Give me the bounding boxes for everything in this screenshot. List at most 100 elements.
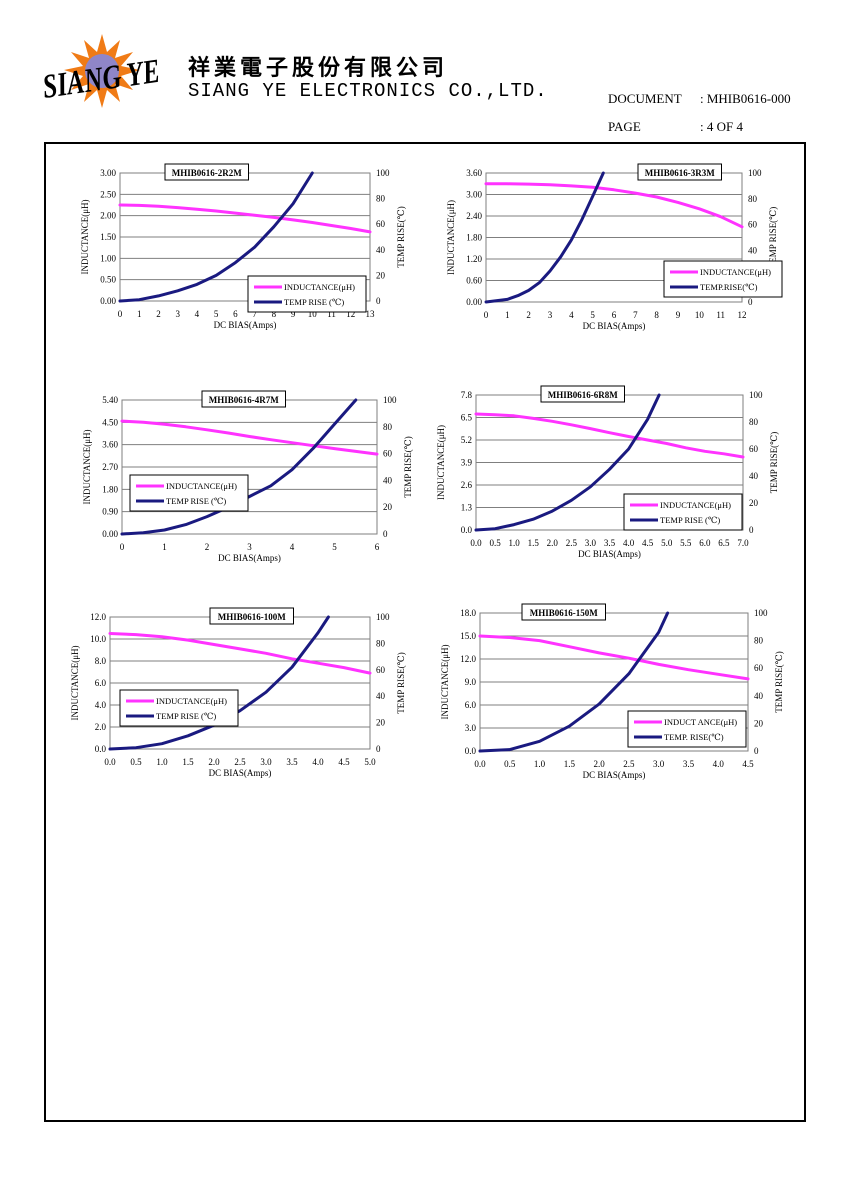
x-tick-label: 1.0 [509,538,521,548]
x-tick-label: 4 [290,542,295,552]
temp-rise-series-line [118,171,314,303]
x-tick-label: 9 [291,309,296,319]
x-tick-label: 1.5 [182,757,194,767]
y2-tick-label: 80 [748,194,758,204]
x-tick-label: 3.5 [604,538,616,548]
y2-tick-label: 100 [376,612,390,622]
legend-label: INDUCTANCE(μH) [284,282,355,292]
x-tick-label: 1 [137,309,142,319]
x-tick-label: 5.5 [680,538,692,548]
x-tick-label: 0 [120,542,125,552]
chart-title: MHIB0616-2R2M [172,168,242,178]
legend-box [627,710,747,748]
x-tick-label: 3.5 [286,757,298,767]
x-tick-label: 2 [156,309,161,319]
x-axis-label: DC BIAS(Amps) [583,321,646,331]
x-tick-label: 0.5 [504,759,516,769]
y2-tick-label: 40 [754,691,764,701]
legend-label: TEMP RISE (℃) [284,297,344,307]
x-tick-label: 1.5 [564,759,576,769]
document-label: DOCUMENT [608,91,682,106]
x-tick-label: 5.0 [661,538,673,548]
y-tick-label: 0.50 [100,275,116,285]
x-tick-label: 6.0 [699,538,711,548]
y2-tick-label: 40 [376,245,386,255]
y-tick-label: 1.20 [466,254,482,264]
y2-tick-label: 40 [749,471,759,481]
y2-tick-label: 60 [748,220,758,230]
x-axis-label: DC BIAS(Amps) [583,770,646,780]
chart-title: MHIB0616-150M [530,608,598,618]
legend-box [247,275,367,313]
y-tick-label: 2.70 [102,462,118,472]
y2-tick-label: 0 [383,529,388,539]
chart-title: MHIB0616-3R3M [645,168,715,178]
x-tick-label: 0.5 [130,757,142,767]
chart-mhib0616-6r8m: 0.0 1.3 2.6 3.9 5.2 6.5 7.8 0 20 40 60 80 100 0.0 0.5 1… [436,385,779,559]
y-tick-label: 1.50 [100,232,116,242]
y-tick-label: 18.0 [460,608,476,618]
y2-tick-label: 100 [376,168,390,178]
y-tick-label: 2.6 [461,480,473,490]
y2-tick-label: 20 [754,718,764,728]
y-tick-label: 1.3 [461,503,473,513]
x-tick-label: 11 [716,310,725,320]
y2-tick-label: 0 [748,297,753,307]
x-axis-label: DC BIAS(Amps) [578,549,641,559]
chart-mhib0616-100m: 0.0 2.0 4.0 6.0 8.0 10.0 12.0 0 20 40 60 80 100 0.0 0.… [70,607,406,778]
y-tick-label: 4.0 [95,700,107,710]
y-tick-label: 10.0 [90,634,106,644]
y2-axis-label: TEMP RISE(℃) [396,206,406,267]
y2-tick-label: 60 [749,444,759,454]
y-tick-label: 2.50 [100,189,116,199]
x-tick-label: 6.5 [718,538,730,548]
y-axis-label: INDUCTANCE(μH) [440,644,450,719]
y2-tick-label: 80 [754,636,764,646]
y-tick-label: 2.0 [95,722,107,732]
temp-rise-series-line [474,393,661,532]
x-tick-label: 0.0 [104,757,116,767]
legend-label: TEMP RISE (℃) [166,496,226,506]
y-tick-label: 0.60 [466,276,482,286]
y-axis-label: INDUCTANCE(μH) [82,429,92,504]
legend-box [623,493,743,531]
document-value: : MHIB0616-000 [700,91,791,106]
y-tick-label: 0.00 [102,529,118,539]
x-tick-label: 6 [612,310,617,320]
legend-label: TEMP.RISE(℃) [700,282,758,292]
y2-tick-label: 0 [754,746,759,756]
x-tick-label: 10 [308,309,318,319]
chart-title-box [521,603,606,621]
y2-tick-label: 80 [749,417,759,427]
y-tick-label: 2.00 [100,211,116,221]
x-tick-label: 3.0 [585,538,597,548]
temp-rise-series-line [484,171,605,304]
legend-label: INDUCTANCE(μH) [700,267,771,277]
x-tick-label: 6 [375,542,380,552]
x-tick-label: 7 [252,309,257,319]
chart-title-box [201,390,286,408]
page-value: : 4 OF 4 [700,119,743,134]
y-tick-label: 4.50 [102,417,118,427]
x-tick-label: 10 [695,310,705,320]
x-tick-label: 1 [505,310,510,320]
company-name-english: SIANG YE ELECTRONICS CO.,LTD. [188,80,548,102]
x-tick-label: 4 [569,310,574,320]
company-name-chinese: 祥業電子股份有限公司 [188,55,449,81]
legend-box [119,689,239,727]
y-axis-label: INDUCTANCE(μH) [70,645,80,720]
y2-tick-label: 100 [383,395,397,405]
y2-tick-label: 100 [754,608,768,618]
page-label: PAGE [608,119,641,134]
y-axis-label: INDUCTANCE(μH) [446,200,456,275]
y-tick-label: 12.0 [460,654,476,664]
company-logo: SIANG YE [40,34,162,108]
x-tick-label: 7.0 [737,538,749,548]
x-tick-label: 4.0 [312,757,324,767]
inductance-series-line [118,203,372,234]
y-tick-label: 7.8 [461,390,473,400]
y2-axis-label: TEMP RISE(℃) [774,651,784,712]
x-tick-label: 0.0 [470,538,482,548]
x-tick-label: 1.0 [156,757,168,767]
y2-axis-label: TEMP RISE(℃) [769,432,779,493]
